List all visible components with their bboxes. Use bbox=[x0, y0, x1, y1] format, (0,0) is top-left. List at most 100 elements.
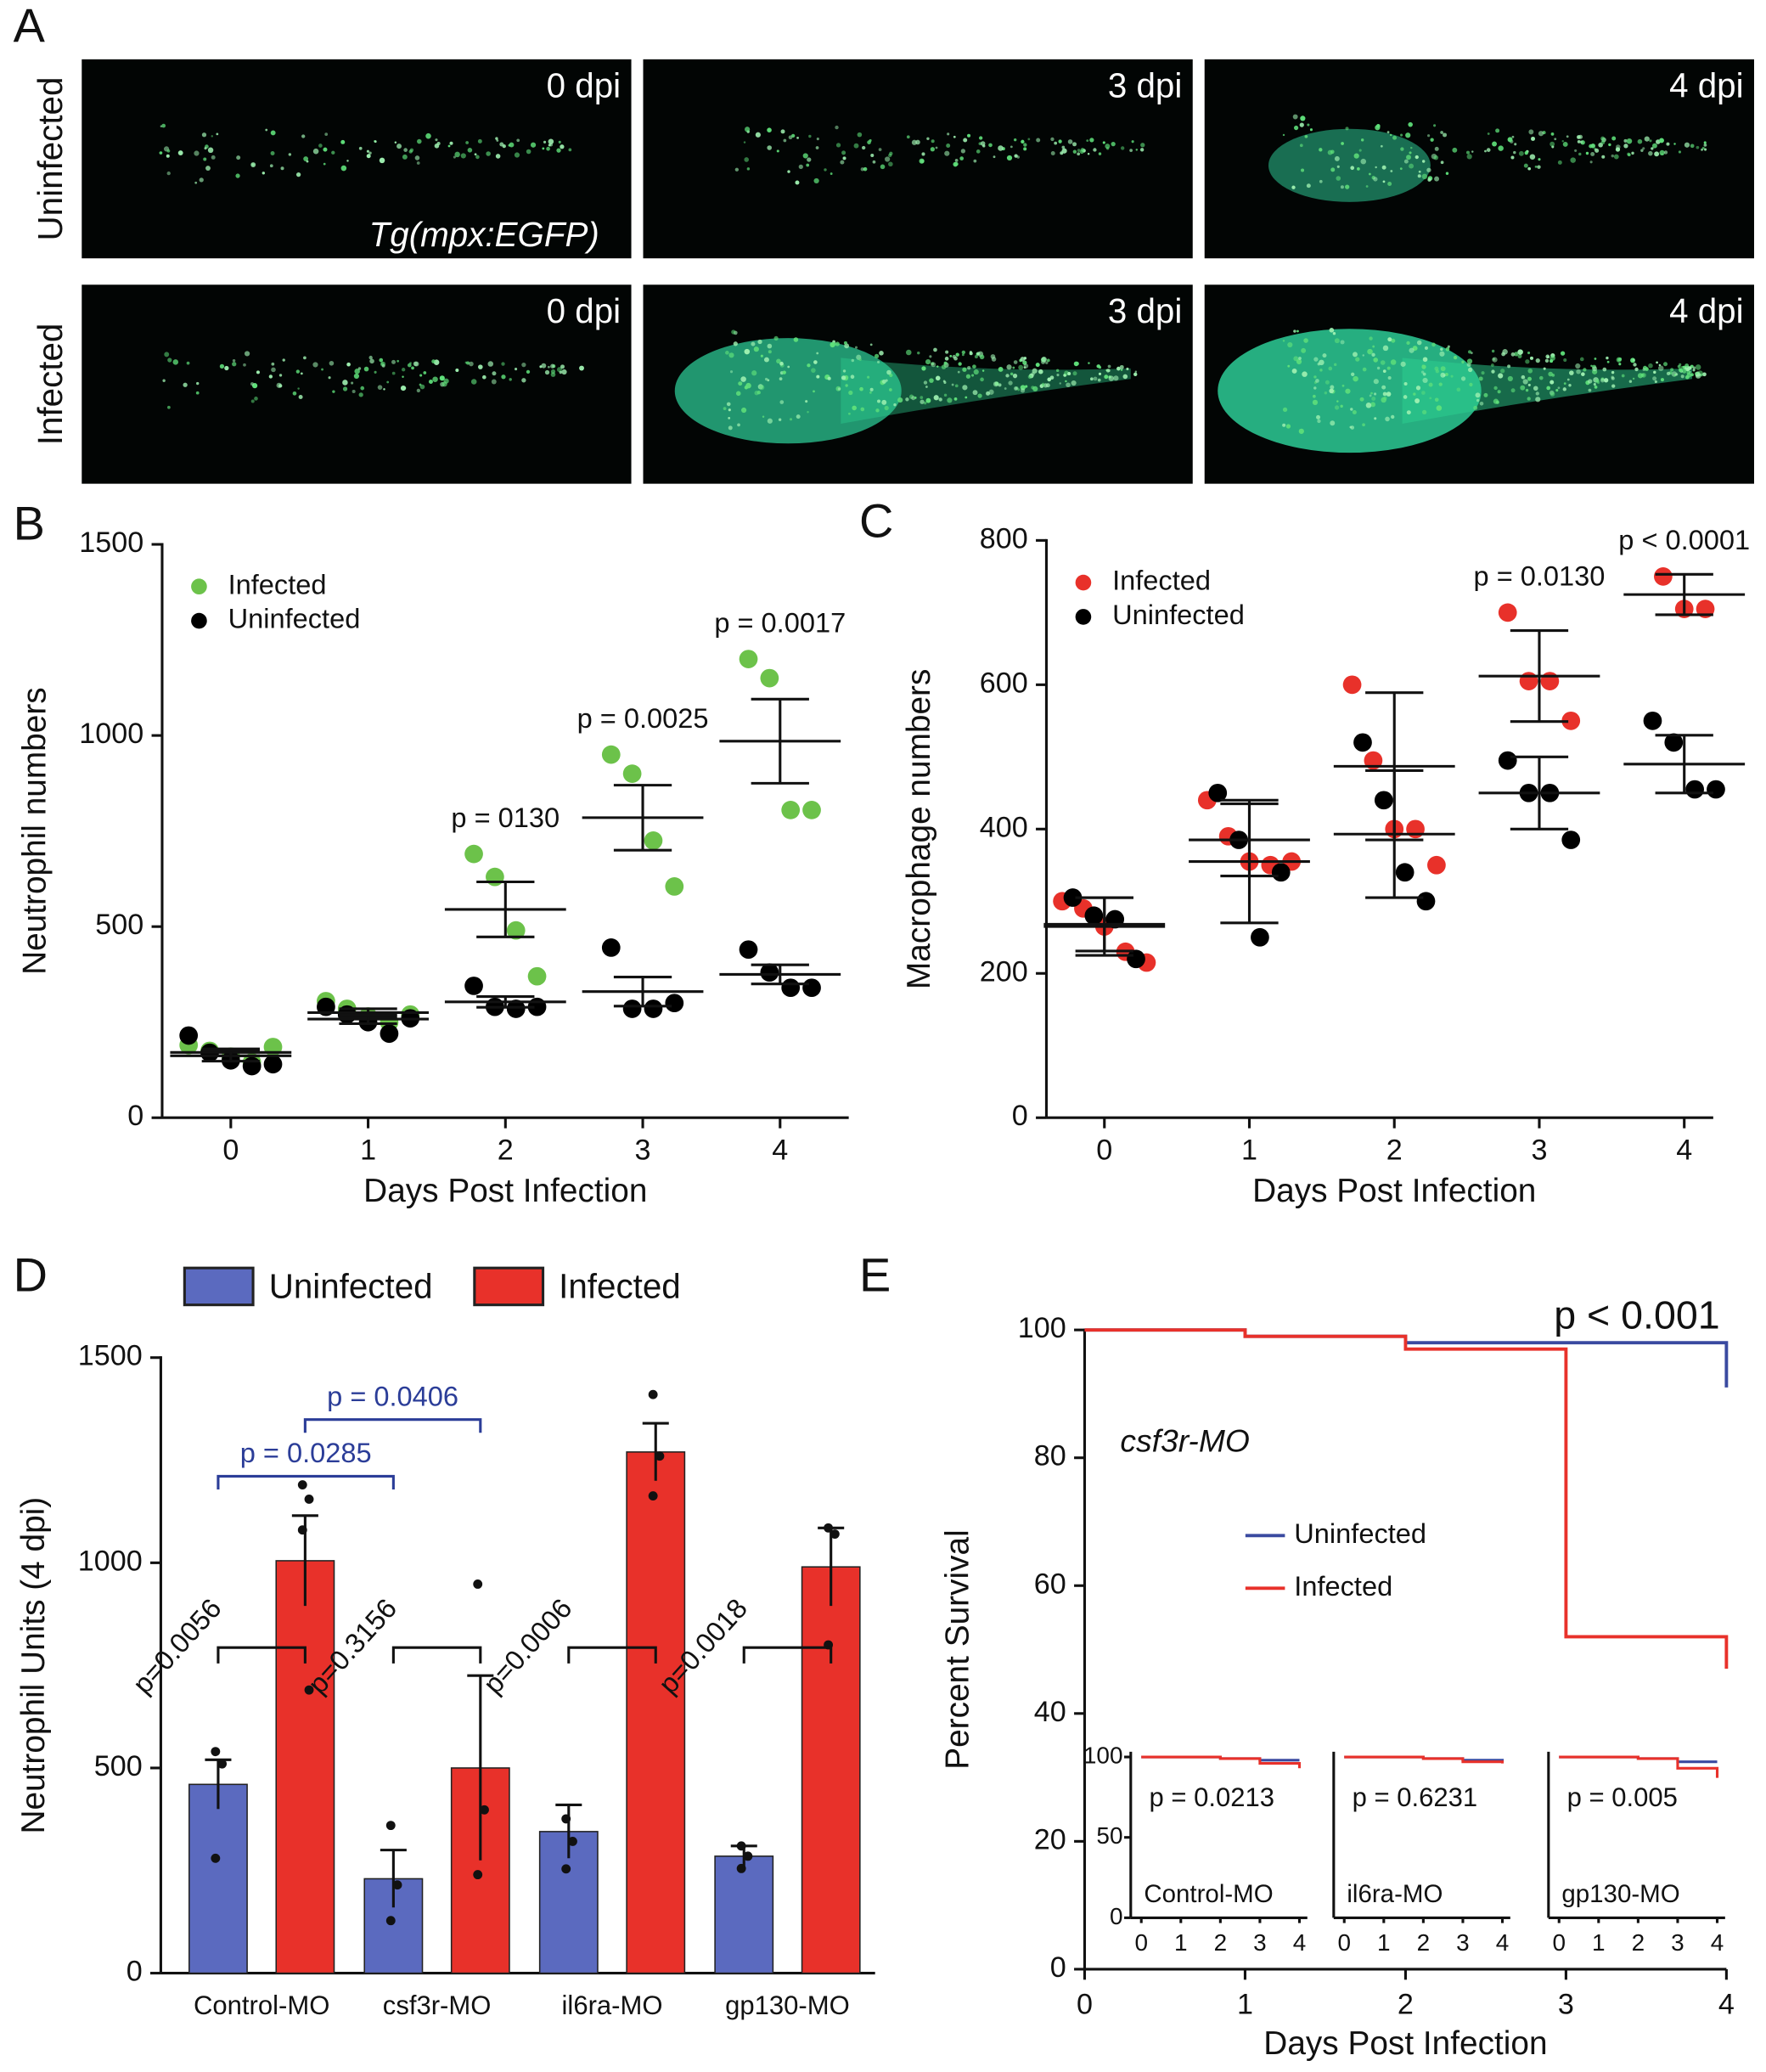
fish-cell bbox=[276, 382, 282, 388]
fish-cell bbox=[288, 153, 292, 156]
fish-cell bbox=[884, 405, 889, 411]
fish-cell bbox=[1652, 376, 1657, 381]
fish-cell bbox=[1618, 363, 1622, 366]
fish-cell bbox=[1298, 357, 1302, 360]
fish-cell bbox=[933, 347, 937, 352]
fish-cell bbox=[920, 396, 924, 399]
data-point bbox=[464, 977, 483, 995]
fish-cell bbox=[353, 373, 360, 380]
fish-cell bbox=[1012, 366, 1015, 369]
panel-label: A bbox=[14, 0, 46, 52]
fish-cell bbox=[186, 361, 190, 365]
fish-cell bbox=[1422, 372, 1426, 376]
fish-cell bbox=[560, 144, 565, 149]
fish-cell bbox=[1633, 363, 1637, 367]
fish-cell bbox=[988, 143, 993, 148]
x-tick-label: csf3r-MO bbox=[383, 1990, 492, 2020]
y-tick-label: 0 bbox=[127, 1100, 143, 1132]
fish-cell bbox=[1649, 139, 1652, 143]
x-axis-title: Days Post Infection bbox=[1263, 2025, 1547, 2062]
data-point bbox=[760, 963, 779, 983]
fish-cell bbox=[731, 329, 736, 335]
fish-cell bbox=[1581, 372, 1585, 376]
fish-cell bbox=[1306, 183, 1311, 189]
fish-cell bbox=[970, 374, 975, 377]
fish-cell bbox=[297, 387, 300, 390]
fish-cell bbox=[1648, 150, 1653, 156]
fish-cell bbox=[1601, 155, 1606, 159]
fish-cell bbox=[1640, 149, 1644, 152]
fish-cell bbox=[1329, 328, 1335, 333]
fish-cell bbox=[1434, 366, 1439, 371]
x-tick-label: 0 bbox=[1096, 1135, 1112, 1167]
fish-cell bbox=[409, 148, 414, 152]
fish-cell bbox=[431, 359, 436, 363]
fish-cell bbox=[1358, 149, 1362, 152]
fish-cell bbox=[1421, 391, 1426, 395]
fish-cell bbox=[737, 423, 740, 427]
fish-cell bbox=[547, 365, 550, 369]
fish-cell bbox=[449, 141, 453, 145]
data-point bbox=[1353, 733, 1372, 752]
fish-cell bbox=[1012, 374, 1018, 379]
y-tick-label: 1500 bbox=[78, 1340, 143, 1372]
fish-cell bbox=[807, 157, 812, 162]
fish-cell bbox=[816, 138, 819, 141]
fish-cell bbox=[492, 371, 497, 376]
data-point bbox=[665, 877, 684, 896]
fish-cell bbox=[1651, 147, 1654, 150]
fish-cell bbox=[947, 132, 950, 136]
fish-cell bbox=[905, 397, 909, 402]
fish-cell bbox=[1684, 142, 1690, 148]
fish-cell bbox=[920, 399, 925, 404]
fish-cell bbox=[1543, 367, 1546, 370]
fish-cell bbox=[1013, 360, 1018, 364]
fish-cell bbox=[1389, 133, 1392, 137]
fish-cell bbox=[1329, 388, 1334, 394]
fish-cell bbox=[1359, 397, 1364, 402]
fish-cell bbox=[954, 159, 959, 162]
data-point bbox=[464, 844, 483, 864]
fish-cell bbox=[298, 395, 303, 399]
y-tick-label: 0 bbox=[1050, 1951, 1066, 1984]
fish-cell bbox=[1410, 146, 1413, 149]
fish-cell bbox=[1644, 136, 1650, 142]
fish-cell bbox=[244, 351, 250, 357]
legend-swatch bbox=[473, 1266, 545, 1307]
fish-cell bbox=[961, 353, 965, 357]
fish-cell bbox=[470, 379, 477, 385]
fish-cell bbox=[411, 366, 414, 370]
fish-cell bbox=[1466, 154, 1472, 160]
fish-cell bbox=[1334, 405, 1340, 410]
fish-cell bbox=[358, 392, 363, 397]
fish-cell bbox=[1135, 149, 1139, 151]
fish-cell bbox=[1072, 149, 1077, 154]
fish-cell bbox=[1293, 329, 1296, 333]
fish-cell bbox=[1386, 131, 1390, 134]
fish-cell bbox=[1703, 144, 1707, 147]
fish-cell bbox=[358, 146, 363, 150]
fish-cell bbox=[211, 155, 216, 160]
fish-cell bbox=[1307, 123, 1310, 127]
fish-cell bbox=[1692, 366, 1696, 369]
fish-cell bbox=[1473, 405, 1478, 410]
fish-cell bbox=[177, 150, 183, 155]
fish-cell bbox=[1654, 380, 1657, 384]
data-point bbox=[506, 921, 526, 940]
fish-cell bbox=[1653, 370, 1656, 374]
fish-cell bbox=[1562, 387, 1566, 391]
data-point bbox=[568, 1837, 577, 1846]
fish-cell bbox=[1529, 356, 1533, 360]
fish-cell bbox=[1592, 366, 1598, 372]
fish-cell bbox=[357, 367, 362, 370]
fish-cell bbox=[232, 362, 237, 367]
fish-cell bbox=[1471, 150, 1474, 153]
fish-cell bbox=[1491, 349, 1495, 353]
fish-cell bbox=[845, 384, 848, 387]
fish-cell bbox=[960, 149, 966, 154]
fish-cell bbox=[1038, 369, 1043, 374]
fish-cell bbox=[530, 142, 537, 148]
fish-cell bbox=[1476, 398, 1480, 403]
fish-cell bbox=[216, 132, 219, 136]
fish-cell bbox=[1507, 137, 1513, 143]
